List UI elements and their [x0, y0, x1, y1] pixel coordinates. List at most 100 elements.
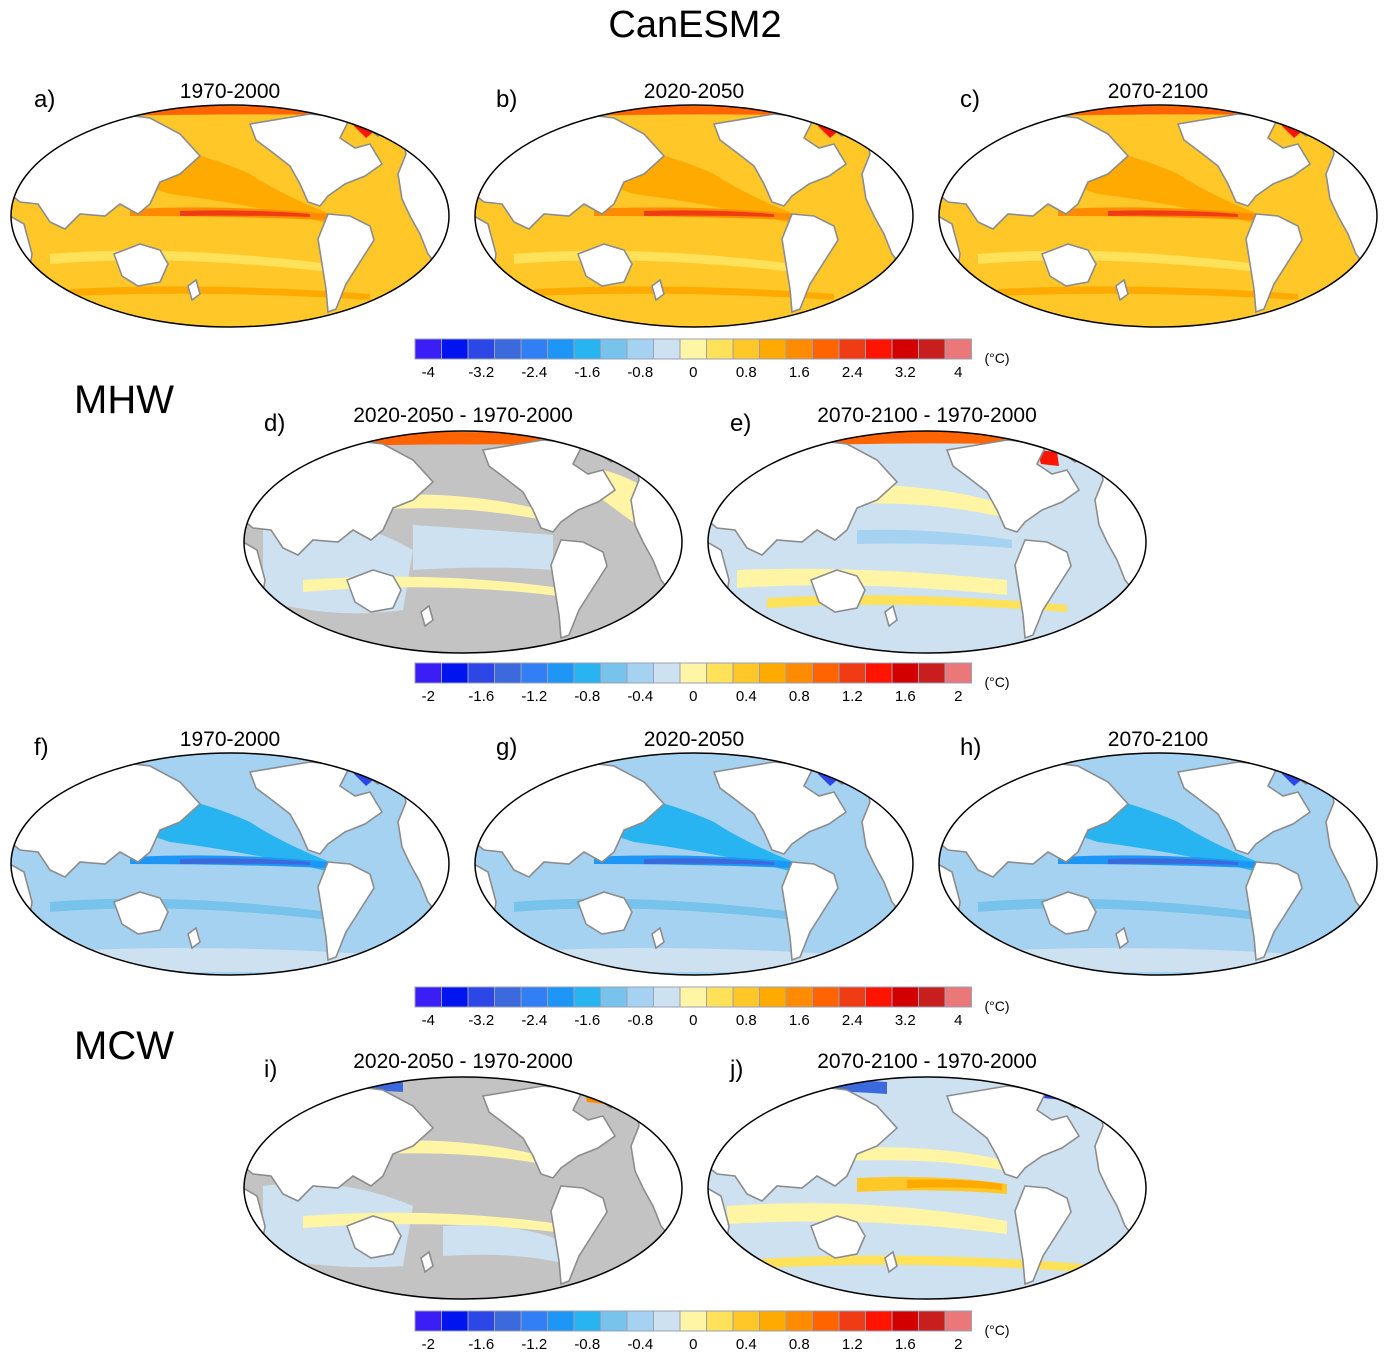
map-svg [938, 752, 1378, 976]
colorbar-swatch [494, 338, 522, 360]
colorbar-tick-label: 0.8 [788, 1336, 810, 1353]
colorbar-swatch [600, 338, 628, 360]
anomaly-band [180, 858, 310, 865]
panel-title: 1970-2000 [179, 728, 281, 751]
map-panel [707, 430, 1147, 654]
colorbar-tick-label: 0 [689, 1012, 698, 1029]
anomaly-band [413, 525, 553, 570]
panel-title: 2070-2100 - 1970-2000 [817, 1050, 1037, 1073]
land-nz [884, 604, 898, 628]
row-label-mcw: MCW [74, 1024, 174, 1068]
panel-letter: a) [34, 86, 56, 113]
colorbar-tick-label: -0.4 [627, 688, 654, 705]
colorbar-tick-label: 4 [954, 1012, 963, 1029]
land-australia [112, 243, 169, 287]
colorbar-swatch [626, 338, 654, 360]
colorbar-swatch [679, 986, 707, 1008]
colorbar-swatch [626, 986, 654, 1008]
anomaly-band [727, 1255, 1107, 1274]
colorbar-tick-label: 0.8 [735, 1012, 757, 1029]
colorbar-tick-label: -2 [421, 1336, 435, 1353]
land-nz [1115, 926, 1129, 950]
colorbar-swatch [441, 662, 469, 684]
colorbar-swatch [547, 986, 575, 1008]
colorbar-tick-label: 2.4 [841, 1012, 863, 1029]
land-australia [576, 243, 633, 287]
colorbar-swatch [918, 986, 946, 1008]
anomaly-band [180, 210, 310, 217]
colorbar-swatch [547, 338, 575, 360]
anomaly-band [857, 529, 1012, 548]
anomaly-band [1108, 858, 1238, 865]
colorbar-swatch [785, 986, 813, 1008]
colorbar-tick-label: -1.2 [521, 1336, 548, 1353]
colorbar-swatch [838, 662, 866, 684]
panel-title: 2020-2050 [643, 80, 745, 103]
colorbar-tick-label: 2.4 [841, 364, 863, 381]
land-nz [1115, 278, 1129, 302]
land-samerica [317, 213, 375, 314]
land-samerica [1014, 539, 1072, 640]
land-namerica [481, 1085, 617, 1179]
colorbar-tick-label: -1.6 [468, 1336, 495, 1353]
colorbar-swatch [891, 662, 919, 684]
colorbar-swatch [441, 338, 469, 360]
colorbar-swatch [838, 1310, 866, 1332]
map-panel [938, 752, 1378, 976]
anomaly-band [737, 568, 1007, 595]
colorbar-swatch [679, 662, 707, 684]
land-samerica [781, 861, 839, 962]
colorbar-tick-label: -0.4 [627, 1336, 654, 1353]
land-samerica [1014, 1185, 1072, 1286]
colorbar-tick-label: -2.4 [521, 1012, 548, 1029]
colorbar-swatch [759, 986, 787, 1008]
colorbar-2: -2 -1.6 -1.2 -0.8 -0.4 0 0.4 0.8 1.2 1.6 2 (°C) [414, 662, 1010, 705]
colorbar-tick-label: 1.6 [788, 1012, 810, 1029]
anomaly-band [443, 1225, 573, 1266]
colorbar-tick-label: -0.8 [574, 688, 601, 705]
map-border [243, 430, 683, 654]
colorbar-tick-label: 4 [954, 364, 963, 381]
colorbar-swatch [494, 1310, 522, 1332]
map-panel [707, 1076, 1147, 1300]
map-border [707, 1076, 1147, 1300]
colorbar-tick-label: 0 [689, 364, 698, 381]
land-samerica [550, 539, 608, 640]
colorbar-tick-label: -1.6 [468, 688, 495, 705]
land-samerica [550, 1185, 608, 1286]
colorbar-swatches [414, 1310, 972, 1332]
colorbar-swatch [891, 1310, 919, 1332]
colorbar-swatch [520, 986, 548, 1008]
anomaly-band [998, 286, 1298, 300]
colorbar-swatch [653, 338, 681, 360]
colorbar-tick-label: 3.2 [894, 1012, 916, 1029]
colorbar-tick-label: 2 [954, 1336, 963, 1353]
panel-title: 2070-2100 - 1970-2000 [817, 404, 1037, 427]
colorbar-swatch [520, 662, 548, 684]
panel-title: 2070-2100 [1107, 80, 1209, 103]
land-australia [112, 891, 169, 935]
colorbar-swatch [785, 662, 813, 684]
map-border [243, 1076, 683, 1300]
colorbar-swatch [653, 986, 681, 1008]
map-svg [474, 104, 914, 328]
map-svg [243, 1076, 683, 1300]
colorbar-tick-label: 3.2 [894, 364, 916, 381]
colorbar-swatch [812, 338, 840, 360]
colorbar-swatch [467, 338, 495, 360]
colorbar-swatch [494, 662, 522, 684]
colorbar-swatch [414, 986, 442, 1008]
colorbar-swatch [944, 1310, 972, 1332]
row-label-mhw: MHW [74, 378, 174, 422]
colorbar-swatch [520, 1310, 548, 1332]
colorbar-tick-label: -0.8 [627, 364, 654, 381]
land-nz [187, 926, 201, 950]
panel-letter: e) [730, 410, 752, 437]
map-panel [474, 752, 914, 976]
colorbar-swatch [944, 338, 972, 360]
colorbar-swatch [626, 1310, 654, 1332]
panel-letter: c) [960, 86, 980, 113]
colorbar-swatch [838, 986, 866, 1008]
colorbar-swatch [441, 986, 469, 1008]
colorbar-swatches [414, 338, 972, 360]
